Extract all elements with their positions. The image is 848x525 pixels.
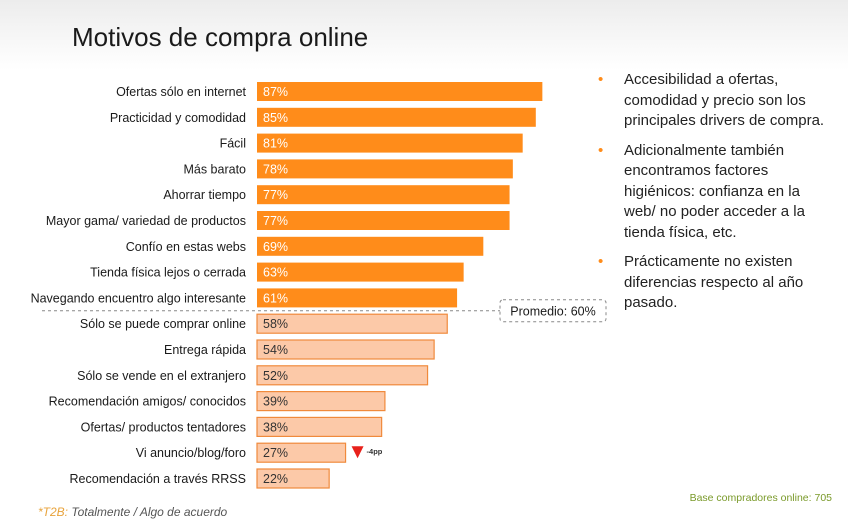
insight-text: Adicionalmente también encontramos facto…: [624, 141, 805, 241]
insight-item: • Adicionalmente también encontramos fac…: [596, 141, 832, 244]
bar: [256, 416, 383, 437]
insight-text: Accesibilidad a ofertas, comodidad y pre…: [624, 71, 825, 129]
bar: [256, 468, 330, 489]
base-note: Base compradores online: 705: [689, 492, 832, 504]
bar: [257, 236, 484, 256]
bar: [257, 82, 543, 101]
bar: [257, 159, 513, 179]
slide-header-band: [0, 0, 848, 70]
category-label: Ahorrar tiempo: [163, 188, 246, 202]
value-label: 63%: [263, 266, 288, 280]
insight-text: Prácticamente no existen diferencias res…: [624, 253, 804, 311]
category-label: Confío en estas webs: [126, 240, 246, 254]
value-label: 69%: [263, 240, 288, 254]
page-title: Motivos de compra online: [72, 22, 369, 52]
value-label: 38%: [263, 420, 288, 434]
value-label: 77%: [263, 188, 288, 202]
category-label: Vi anuncio/blog/foro: [136, 446, 246, 460]
bullet-icon: •: [598, 71, 604, 88]
category-label: Recomendación amigos/ conocidos: [49, 395, 246, 409]
average-label: Promedio: 60%: [510, 304, 595, 318]
value-label: 87%: [263, 85, 288, 99]
bar: [256, 339, 435, 360]
bullet-icon: •: [598, 141, 604, 159]
bar: [257, 185, 510, 205]
category-label: Tienda física lejos o cerrada: [90, 266, 246, 280]
category-label: Sólo se puede comprar online: [80, 317, 246, 331]
average-box: [499, 299, 607, 323]
category-label: Sólo se vende en el extranjero: [77, 369, 246, 383]
bar: [256, 391, 386, 412]
bar: [257, 133, 523, 153]
bar: [256, 313, 448, 334]
category-label: Fácil: [220, 137, 246, 151]
bar: [256, 365, 429, 386]
value-label: 77%: [263, 214, 288, 228]
footnote-text: Totalmente / Algo de acuerdo: [68, 505, 228, 519]
insight-list: • Accesibilidad a ofertas, comodidad y p…: [596, 70, 832, 323]
change-label: -4pp: [367, 447, 383, 456]
value-label: 27%: [263, 446, 288, 460]
value-label: 85%: [263, 111, 288, 125]
value-label: 81%: [263, 137, 288, 151]
bullet-icon: •: [598, 253, 604, 270]
value-label: 78%: [263, 162, 288, 176]
category-label: Recomendación a través RRSS: [70, 472, 246, 486]
value-label: 52%: [263, 369, 288, 383]
category-label: Navegando encuentro algo interesante: [31, 291, 246, 305]
value-label: 61%: [263, 291, 288, 305]
category-label: Practicidad y comodidad: [110, 111, 246, 125]
category-label: Mayor gama/ variedad de productos: [46, 214, 246, 228]
bar: [257, 288, 458, 308]
bar: [257, 107, 536, 127]
value-label: 22%: [263, 472, 288, 486]
category-label: Entrega rápida: [164, 343, 246, 357]
down-triangle-icon: [351, 446, 364, 459]
insight-item: • Prácticamente no existen diferencias r…: [596, 252, 832, 314]
insight-item: • Accesibilidad a ofertas, comodidad y p…: [596, 70, 832, 132]
bar: [257, 211, 510, 230]
category-label: Ofertas/ productos tentadores: [81, 420, 246, 434]
category-label: Más barato: [183, 162, 246, 176]
value-label: 54%: [263, 343, 288, 357]
bar: [257, 262, 464, 282]
footnote: *T2B: Totalmente / Algo de acuerdo: [38, 505, 227, 519]
value-label: 58%: [263, 317, 288, 331]
category-label: Ofertas sólo en internet: [116, 85, 246, 99]
bar: [256, 442, 347, 463]
footnote-code: *T2B:: [38, 505, 69, 519]
value-label: 39%: [263, 395, 288, 409]
